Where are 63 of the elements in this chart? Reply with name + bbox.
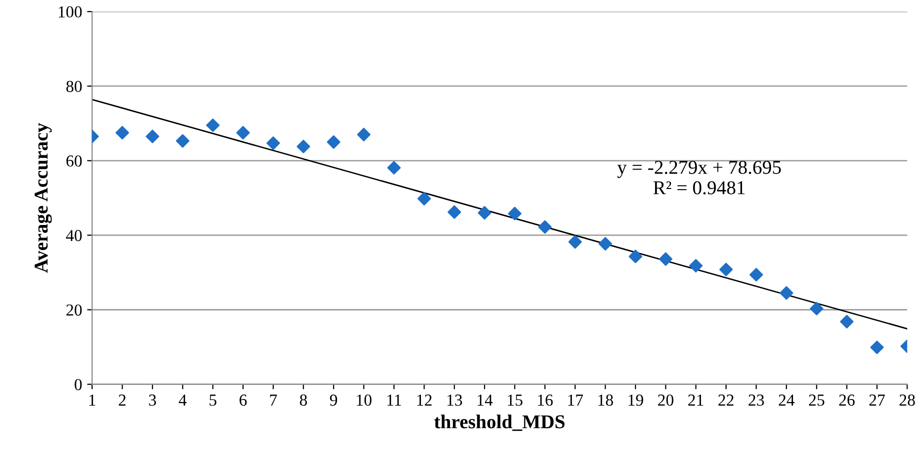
point [206, 118, 220, 132]
point [478, 206, 492, 220]
point [538, 220, 552, 234]
y-tick-label: 80 [66, 80, 82, 92]
x-tick-label: 23 [748, 394, 764, 406]
x-tick-label: 13 [447, 394, 462, 406]
x-tick-label: 16 [538, 394, 553, 406]
x-tick-label: 6 [240, 394, 247, 406]
x-tick-label: 27 [869, 394, 885, 406]
point [628, 250, 642, 264]
y-tick-label: 60 [66, 155, 82, 167]
point [357, 128, 371, 142]
point [116, 126, 130, 140]
y-tick-label: 0 [74, 378, 82, 390]
point [326, 135, 340, 149]
point [749, 268, 763, 282]
annotation: y = -2.279x + 78.695 R² = 0.9481 [617, 160, 781, 194]
x-tick-label: 5 [210, 394, 216, 406]
x-tick-label: 9 [330, 394, 338, 406]
x-tick-label: 10 [356, 394, 372, 406]
x-tick-label: 11 [387, 394, 402, 406]
point [236, 126, 250, 140]
y-tick-label: 40 [66, 230, 82, 242]
x-tick-label: 14 [478, 394, 493, 406]
point [417, 192, 431, 206]
point [810, 302, 824, 316]
x-tick-label: 22 [718, 394, 734, 406]
point [448, 205, 462, 219]
point [840, 314, 854, 328]
point [870, 340, 884, 354]
y-axis-title: Average Accuracy [34, 122, 52, 273]
x-tick-label: 15 [508, 394, 522, 406]
y-tick-label: 100 [58, 6, 82, 18]
point [146, 130, 160, 144]
point [266, 136, 280, 150]
x-tick-label: 1 [89, 394, 96, 406]
x-tick-label: 20 [658, 394, 674, 406]
x-tick-label: 2 [118, 394, 126, 406]
x-tick-label: 21 [688, 394, 704, 406]
x-axis-title: threshold_MDS [434, 414, 565, 431]
x-tick-label: 7 [270, 394, 277, 406]
x-tick-label: 19 [628, 394, 644, 406]
point [296, 140, 310, 154]
point [689, 259, 703, 273]
x-tick-label: 12 [417, 394, 432, 406]
point [719, 262, 733, 276]
point [387, 160, 401, 174]
point [658, 252, 672, 266]
x-tick-label: 18 [598, 394, 613, 406]
x-tick-label: 24 [778, 394, 795, 406]
x-tick-label: 26 [839, 394, 855, 406]
x-tick-label: 8 [300, 394, 307, 406]
x-tick-label: 25 [809, 394, 824, 406]
x-tick-label: 28 [900, 394, 915, 406]
x-tick-label: 17 [568, 394, 583, 406]
point [176, 134, 190, 148]
x-tick-label: 4 [178, 394, 187, 406]
point [780, 286, 794, 300]
x-tick-label: 3 [149, 394, 156, 406]
y-tick-label: 20 [66, 304, 82, 316]
point [568, 235, 582, 249]
point [598, 237, 612, 251]
point [508, 206, 522, 220]
